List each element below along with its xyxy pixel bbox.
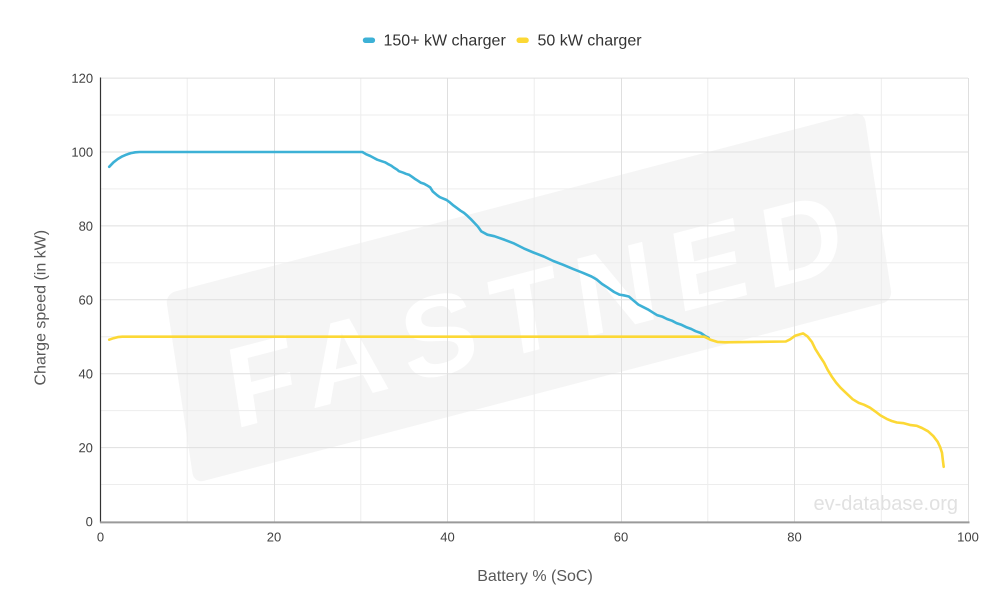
- svg-text:20: 20: [267, 530, 281, 545]
- svg-text:80: 80: [79, 219, 93, 234]
- svg-text:40: 40: [78, 366, 92, 381]
- svg-text:Battery % (SoC): Battery % (SoC): [477, 568, 593, 585]
- svg-text:0: 0: [86, 514, 93, 529]
- svg-text:50 kW charger: 50 kW charger: [538, 33, 643, 50]
- svg-text:60: 60: [614, 530, 628, 545]
- svg-text:120: 120: [71, 71, 93, 86]
- svg-text:ev-database.org: ev-database.org: [813, 493, 958, 515]
- svg-text:150+ kW charger: 150+ kW charger: [384, 33, 507, 50]
- svg-text:80: 80: [787, 530, 801, 545]
- svg-text:60: 60: [79, 292, 93, 307]
- svg-text:20: 20: [78, 440, 92, 455]
- svg-text:40: 40: [440, 530, 454, 545]
- svg-text:100: 100: [957, 530, 979, 545]
- svg-text:Charge speed (in kW): Charge speed (in kW): [33, 230, 50, 386]
- svg-text:0: 0: [97, 530, 104, 545]
- svg-text:100: 100: [71, 145, 93, 160]
